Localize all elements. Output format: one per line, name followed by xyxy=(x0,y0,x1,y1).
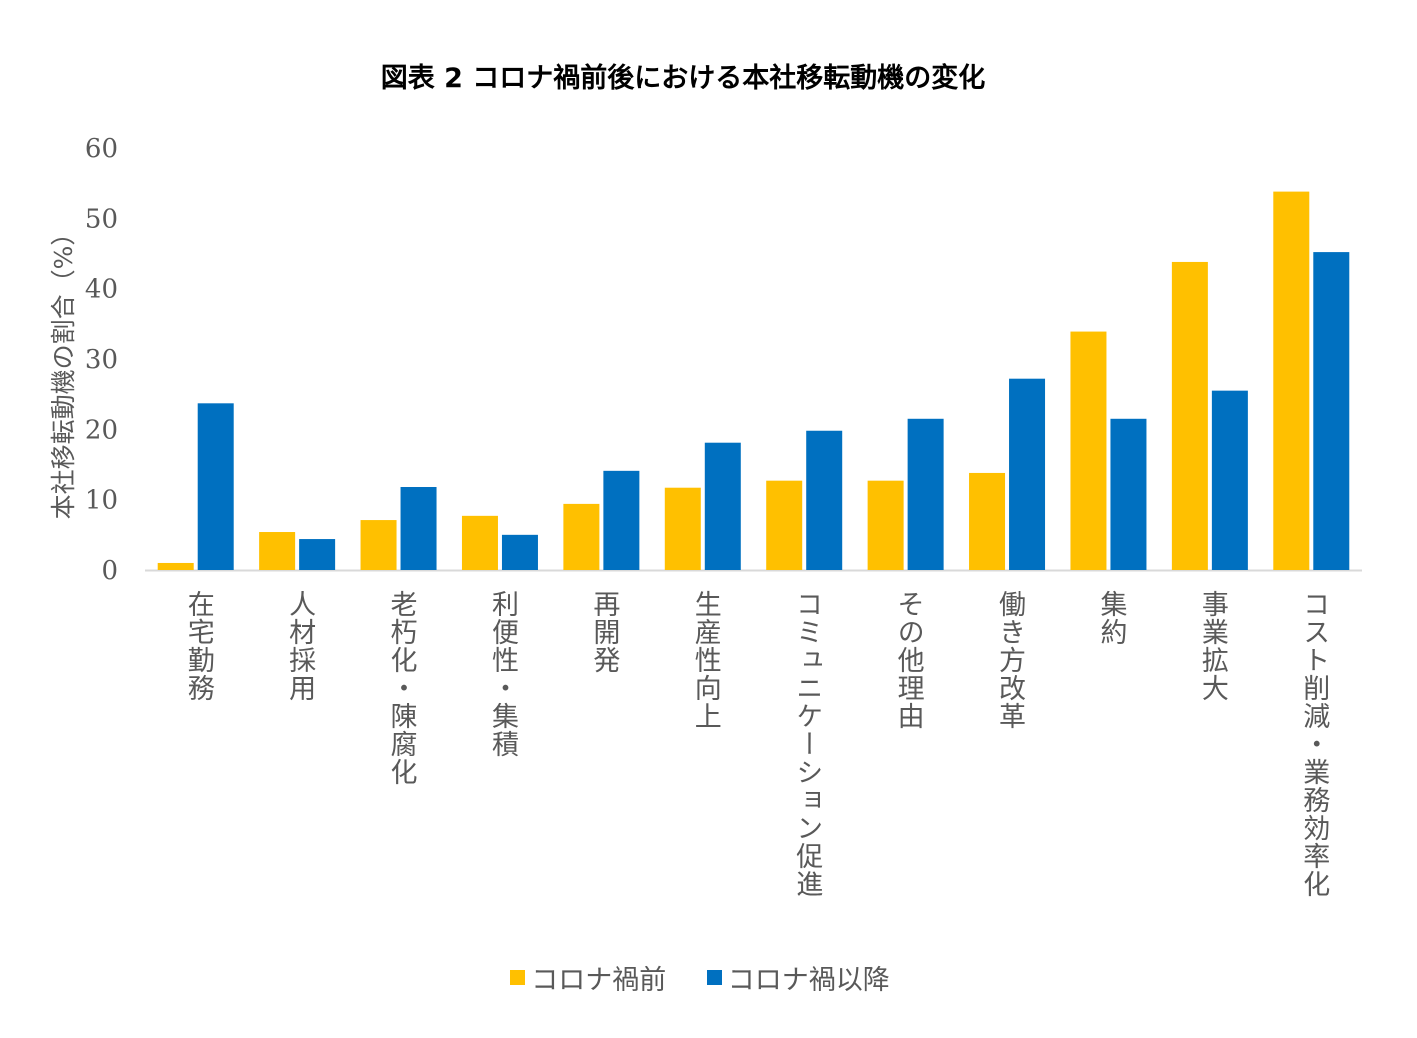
legend-label: コロナ禍前 xyxy=(531,965,667,996)
bar-before xyxy=(157,562,194,570)
y-tick-label: 0 xyxy=(101,556,118,586)
x-tick-label: 生産性向上 xyxy=(689,590,721,730)
x-tick-label: コスト削減・業務効率化 xyxy=(1298,590,1330,898)
bar-after xyxy=(1110,418,1147,570)
bar-after xyxy=(197,403,234,570)
x-tick-label: 在宅勤務 xyxy=(182,590,214,702)
x-tick-label: その他理由 xyxy=(892,590,924,730)
x-tick-label: 集約 xyxy=(1095,590,1127,646)
legend-item-before: コロナ禍前 xyxy=(510,958,666,997)
bar-after xyxy=(1009,378,1046,570)
y-tick-label: 50 xyxy=(85,204,118,234)
x-tick-label: コミュニケーション促進 xyxy=(791,590,823,898)
bar-before xyxy=(461,515,498,570)
bar-after xyxy=(299,539,336,570)
legend-item-after: コロナ禍以降 xyxy=(706,958,890,997)
y-tick-label: 10 xyxy=(85,486,118,516)
y-tick-label: 30 xyxy=(85,345,118,375)
y-tick-label: 40 xyxy=(85,275,118,305)
bar-after xyxy=(704,442,741,570)
bar-after xyxy=(1211,390,1248,570)
y-tick-label: 20 xyxy=(85,415,118,445)
legend-label: コロナ禍以降 xyxy=(727,965,890,996)
bar-after xyxy=(501,534,538,570)
bar-before xyxy=(766,480,803,570)
x-tick-label: 働き方改革 xyxy=(994,590,1026,730)
bar-before xyxy=(867,480,904,570)
bar-after xyxy=(1313,252,1350,571)
legend: コロナ禍前 コロナ禍以降 xyxy=(0,958,1400,997)
legend-swatch xyxy=(706,970,722,985)
bar-before xyxy=(360,520,397,570)
chart-title: 図表 2 コロナ禍前後における本社移転動機の変化 xyxy=(380,63,986,94)
x-tick-label: 事業拡大 xyxy=(1196,590,1228,702)
bar-before xyxy=(1070,331,1107,570)
bar-before xyxy=(664,487,701,570)
x-tick-label: 利便性・集積 xyxy=(486,590,518,758)
bar-after xyxy=(400,487,437,570)
x-tick-label: 再開発 xyxy=(588,590,620,674)
bar-before xyxy=(1273,191,1310,570)
x-tick-label: 老朽化・陳腐化 xyxy=(385,590,417,786)
bar-before xyxy=(259,532,296,570)
bar-before xyxy=(969,472,1006,570)
bar-before xyxy=(563,503,600,570)
bar-after xyxy=(907,418,944,570)
y-tick-label: 60 xyxy=(85,134,118,164)
legend-swatch xyxy=(510,970,526,985)
bar-before xyxy=(1171,261,1208,570)
x-tick-label: 人材採用 xyxy=(284,590,316,702)
bar-after xyxy=(806,430,843,570)
bar-after xyxy=(603,470,640,570)
